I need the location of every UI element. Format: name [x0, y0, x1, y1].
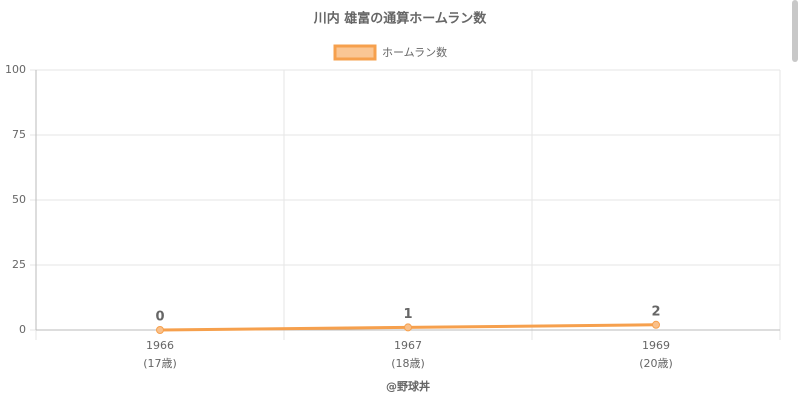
legend-swatch — [333, 44, 377, 61]
point — [156, 326, 164, 334]
legend-label: ホームラン数 — [382, 46, 447, 59]
y-tick-label: 50 — [12, 193, 26, 206]
x-age-label: (20歳) — [639, 357, 673, 370]
x-tick-label: 1967 — [394, 339, 422, 352]
credit: @野球丼 — [386, 379, 430, 393]
data-label: 2 — [651, 304, 660, 319]
point — [404, 323, 412, 332]
point — [652, 320, 660, 329]
x-age-label: (18歳) — [391, 357, 425, 370]
data-label: 0 — [155, 310, 164, 325]
y-tick-label: 75 — [12, 128, 26, 141]
y-tick-label: 100 — [5, 63, 26, 76]
y-tick-label: 0 — [19, 323, 26, 336]
y-tick-label: 25 — [12, 258, 26, 271]
x-age-label: (17歳) — [143, 357, 177, 370]
scrollbar[interactable] — [792, 0, 798, 62]
chart-title: 川内 雄富の通算ホームラン数 — [313, 11, 487, 27]
x-tick-label: 1966 — [146, 339, 174, 352]
x-tick-label: 1969 — [642, 339, 670, 352]
data-label: 1 — [403, 307, 412, 322]
